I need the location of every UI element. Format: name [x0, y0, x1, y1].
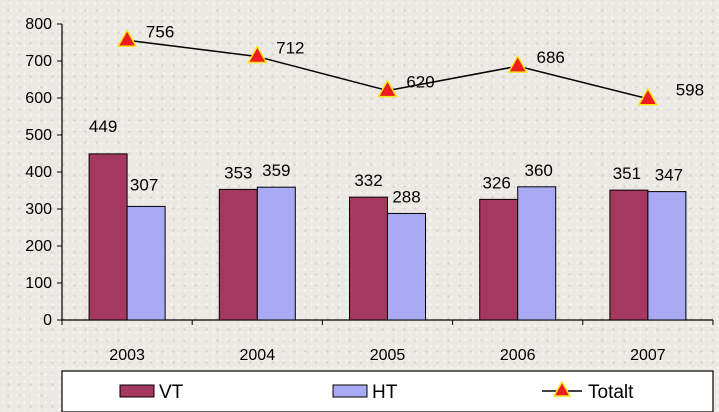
- totalt-marker-2005: [377, 79, 398, 98]
- bar-vt-2006: [479, 198, 519, 321]
- bar-ht-2003: [126, 205, 166, 321]
- x-tick-label: 2004: [240, 347, 276, 364]
- bars: [88, 153, 687, 321]
- bar-ht-2004: [256, 186, 296, 321]
- totalt-marker-2006: [507, 54, 528, 73]
- y-tick-label: 0: [43, 312, 52, 329]
- y-tick-label: 500: [25, 127, 52, 144]
- legend-frame: [61, 370, 714, 412]
- data-label-ht: 307: [130, 175, 158, 194]
- y-tick-label: 800: [25, 16, 52, 33]
- bar-vt-2003: [88, 153, 128, 321]
- legend: VT HT Totalt: [61, 370, 714, 412]
- y-tick-label: 400: [25, 164, 52, 181]
- bar-ht-2006: [517, 186, 557, 321]
- data-label-totalt: 756: [146, 22, 174, 41]
- data-label-ht: 359: [262, 161, 290, 180]
- y-tick-label: 300: [25, 201, 52, 218]
- x-tick-label: 2005: [370, 347, 406, 364]
- legend-label-vt: VT: [159, 382, 184, 403]
- legend-label-totalt: Totalt: [588, 382, 634, 403]
- legend-swatch-vt: [119, 384, 155, 398]
- x-tick-label: 2003: [109, 347, 145, 364]
- x-tick-label: 2007: [630, 347, 666, 364]
- bar-vt-2007: [609, 189, 649, 321]
- data-label-vt: 353: [224, 163, 252, 182]
- data-label-vt: 332: [354, 171, 382, 190]
- data-label-vt: 326: [483, 173, 511, 192]
- legend-marker-totalt: [552, 380, 572, 397]
- y-tick-label: 600: [25, 90, 52, 107]
- data-label-totalt: 598: [676, 81, 704, 100]
- totalt-line-series: [116, 28, 659, 106]
- totalt-marker-2007: [637, 87, 659, 106]
- data-label-vt: 449: [89, 117, 117, 136]
- x-tick-label: 2006: [500, 347, 536, 364]
- legend-label-ht: HT: [372, 382, 398, 403]
- bar-ht-2007: [647, 191, 687, 321]
- data-label-ht: 360: [525, 161, 553, 180]
- data-label-totalt: 712: [276, 39, 304, 58]
- totalt-marker-2004: [247, 45, 268, 64]
- y-tick-label: 200: [25, 238, 52, 255]
- data-label-ht: 347: [655, 166, 683, 185]
- bar-vt-2004: [218, 188, 258, 321]
- data-labels: 449 353 332 326 351 307 359 288 360 347 756 712 620 6…: [89, 22, 704, 206]
- data-label-vt: 351: [613, 164, 641, 183]
- data-label-totalt: 686: [537, 48, 565, 67]
- bar-ht-2005: [387, 212, 426, 321]
- y-tick-label: 100: [25, 275, 52, 292]
- legend-swatch-ht: [332, 384, 368, 398]
- totalt-marker-2003: [116, 28, 138, 48]
- y-tick-label: 700: [25, 53, 52, 70]
- data-label-totalt: 620: [406, 73, 434, 92]
- axes: 0 100 200 300 400 500 600 700 800 2003 2004 2005 200…: [25, 16, 714, 364]
- bar-vt-2005: [349, 196, 388, 321]
- data-label-ht: 288: [392, 187, 420, 206]
